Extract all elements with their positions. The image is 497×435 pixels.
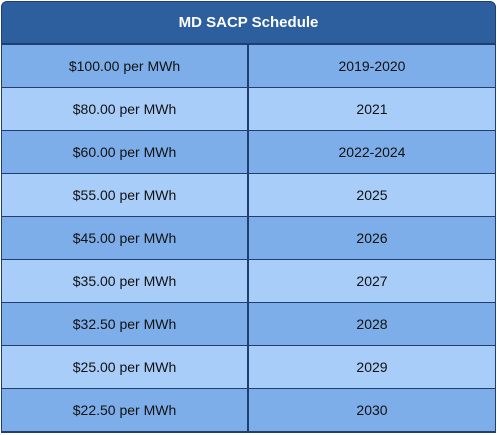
table-row: $45.00 per MWh 2026	[2, 217, 495, 260]
year-cell: 2027	[249, 260, 495, 302]
price-cell: $22.50 per MWh	[2, 389, 249, 431]
table-body: $100.00 per MWh 2019-2020 $80.00 per MWh…	[2, 45, 495, 432]
price-cell: $25.00 per MWh	[2, 346, 249, 388]
table-row: $32.50 per MWh 2028	[2, 303, 495, 346]
table-row: $25.00 per MWh 2029	[2, 346, 495, 389]
year-cell: 2028	[249, 303, 495, 345]
table-row: $80.00 per MWh 2021	[2, 88, 495, 131]
price-cell: $100.00 per MWh	[2, 45, 249, 87]
table-row: $22.50 per MWh 2030	[2, 389, 495, 432]
table-row: $55.00 per MWh 2025	[2, 174, 495, 217]
price-cell: $60.00 per MWh	[2, 131, 249, 173]
year-cell: 2029	[249, 346, 495, 388]
table-row: $100.00 per MWh 2019-2020	[2, 45, 495, 88]
price-cell: $80.00 per MWh	[2, 88, 249, 130]
price-cell: $45.00 per MWh	[2, 217, 249, 259]
price-cell: $35.00 per MWh	[2, 260, 249, 302]
table-title: MD SACP Schedule	[2, 2, 495, 45]
year-cell: 2021	[249, 88, 495, 130]
year-cell: 2022-2024	[249, 131, 495, 173]
year-cell: 2019-2020	[249, 45, 495, 87]
year-cell: 2026	[249, 217, 495, 259]
price-cell: $32.50 per MWh	[2, 303, 249, 345]
table-row: $60.00 per MWh 2022-2024	[2, 131, 495, 174]
year-cell: 2025	[249, 174, 495, 216]
year-cell: 2030	[249, 389, 495, 431]
table-row: $35.00 per MWh 2027	[2, 260, 495, 303]
price-cell: $55.00 per MWh	[2, 174, 249, 216]
